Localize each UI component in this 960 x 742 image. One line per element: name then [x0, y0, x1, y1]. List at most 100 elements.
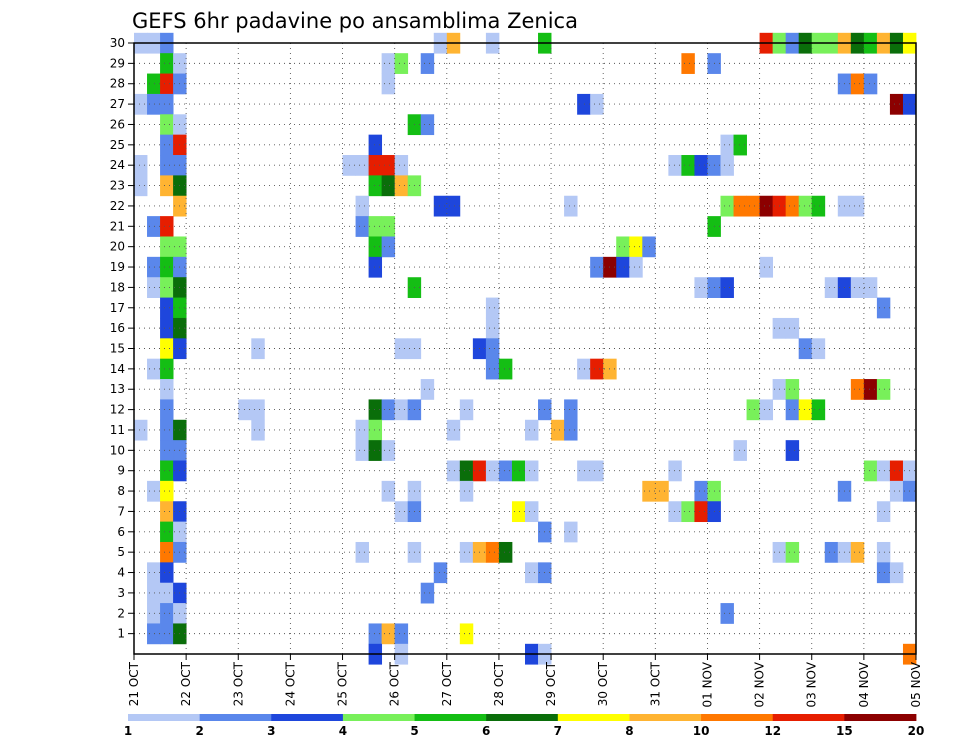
- heatmap-cell: [147, 277, 161, 298]
- heatmap-cell: [394, 155, 409, 176]
- heatmap-cell: [160, 460, 174, 482]
- heatmap-cell: [368, 175, 383, 197]
- heatmap-cell: [629, 236, 643, 258]
- heatmap-cell: [160, 236, 174, 258]
- heatmap-cell: [720, 134, 734, 156]
- heatmap-cell: [785, 541, 800, 563]
- y-tick-label: 12: [110, 403, 125, 417]
- x-tick-label: 22 OCT: [179, 661, 193, 706]
- colorbar-swatch: [772, 714, 845, 721]
- colorbar-swatch: [486, 714, 559, 721]
- heatmap-cell: [368, 134, 383, 156]
- heatmap-cell: [381, 440, 396, 461]
- heatmap-cell: [733, 195, 747, 217]
- heatmap-cell: [147, 582, 161, 604]
- heatmap-cell: [134, 93, 148, 115]
- heatmap-cell: [160, 562, 174, 584]
- heatmap-cell: [251, 399, 265, 421]
- heatmap-cell: [590, 93, 604, 115]
- colorbar-label: 6: [482, 724, 490, 738]
- heatmap-cell: [160, 440, 174, 461]
- heatmap-cell: [160, 73, 174, 95]
- heatmap-cell: [147, 216, 161, 237]
- heatmap-cell: [824, 541, 839, 563]
- heatmap-cell: [681, 501, 695, 523]
- colorbar-label: 8: [625, 724, 633, 738]
- heatmap-cell: [459, 399, 474, 421]
- heatmap-cell: [759, 195, 774, 217]
- heatmap-cell: [147, 480, 161, 502]
- x-tick-label: 25 OCT: [336, 661, 350, 706]
- y-tick-label: 3: [117, 586, 125, 600]
- y-tick-label: 5: [117, 545, 125, 559]
- heatmap-cell: [629, 256, 643, 278]
- y-tick-label: 25: [110, 138, 125, 152]
- heatmap-cell: [160, 256, 174, 278]
- y-tick-label: 17: [110, 301, 125, 315]
- heatmap-cell: [368, 440, 383, 461]
- heatmap-cell: [889, 93, 904, 115]
- y-tick-label: 26: [110, 117, 125, 131]
- y-tick-label: 9: [117, 464, 125, 478]
- y-tick-label: 19: [110, 260, 125, 274]
- y-tick-label: 4: [117, 566, 125, 580]
- y-tick-label: 1: [117, 627, 125, 641]
- heatmap-cell: [798, 195, 813, 217]
- x-tick-label: 27 OCT: [440, 661, 454, 706]
- heatmap-cell: [785, 317, 800, 339]
- colorbar-label: 20: [908, 724, 925, 738]
- heatmap-cell: [160, 501, 174, 523]
- heatmap-cell: [355, 440, 369, 461]
- heatmap-cell: [850, 277, 865, 298]
- heatmap-cell: [355, 155, 369, 176]
- heatmap-cell: [525, 419, 539, 441]
- colorbar-swatch: [342, 714, 415, 721]
- heatmap-cell: [368, 399, 383, 421]
- colorbar-label: 12: [764, 724, 781, 738]
- heatmap-cell: [459, 460, 474, 482]
- heatmap-cell: [160, 114, 174, 136]
- heatmap-cell: [251, 338, 265, 360]
- heatmap-cell: [694, 155, 708, 176]
- heatmap-cell: [433, 195, 448, 217]
- heatmap-cell: [160, 297, 174, 319]
- heatmap-cell: [850, 195, 865, 217]
- heatmap-cell: [160, 53, 174, 74]
- heatmap-cell: [459, 623, 474, 645]
- heatmap-cell: [785, 440, 800, 461]
- heatmap-cell: [160, 419, 174, 441]
- heatmap-cell: [446, 419, 461, 441]
- heatmap-cell: [590, 358, 604, 380]
- y-tick-label: 22: [110, 199, 125, 213]
- heatmap-cell: [160, 521, 174, 543]
- colorbar-label: 10: [693, 724, 710, 738]
- heatmap-cell: [160, 603, 174, 624]
- heatmap-cell: [485, 297, 500, 319]
- y-tick-label: 18: [110, 280, 125, 294]
- heatmap-cell: [511, 460, 526, 482]
- colorbar-swatch: [199, 714, 272, 721]
- heatmap-cell: [850, 73, 865, 95]
- heatmap-cell: [668, 155, 682, 176]
- heatmap-cell: [785, 379, 800, 400]
- heatmap-cell: [564, 399, 578, 421]
- heatmap-cell: [850, 541, 865, 563]
- heatmap-cell: [355, 541, 369, 563]
- colorbar-swatch: [557, 714, 630, 721]
- x-tick-label: 28 OCT: [492, 661, 506, 706]
- y-tick-label: 6: [117, 525, 125, 539]
- heatmap-cell: [459, 541, 474, 563]
- heatmap-cell: [681, 155, 695, 176]
- heatmap-cell: [368, 216, 383, 237]
- y-tick-label: 10: [110, 443, 125, 457]
- heatmap-cell: [811, 195, 826, 217]
- heatmap-cell: [876, 460, 891, 482]
- heatmap-cell: [355, 195, 369, 217]
- heatmap-cell: [134, 155, 148, 176]
- heatmap-cell: [564, 521, 578, 543]
- heatmap-cell: [616, 256, 630, 278]
- x-tick-label: 21 OCT: [127, 661, 141, 706]
- heatmap-cell: [733, 134, 747, 156]
- colorbar: 1 2 3 4 5 6 7 8 10 12 15 20: [124, 714, 925, 738]
